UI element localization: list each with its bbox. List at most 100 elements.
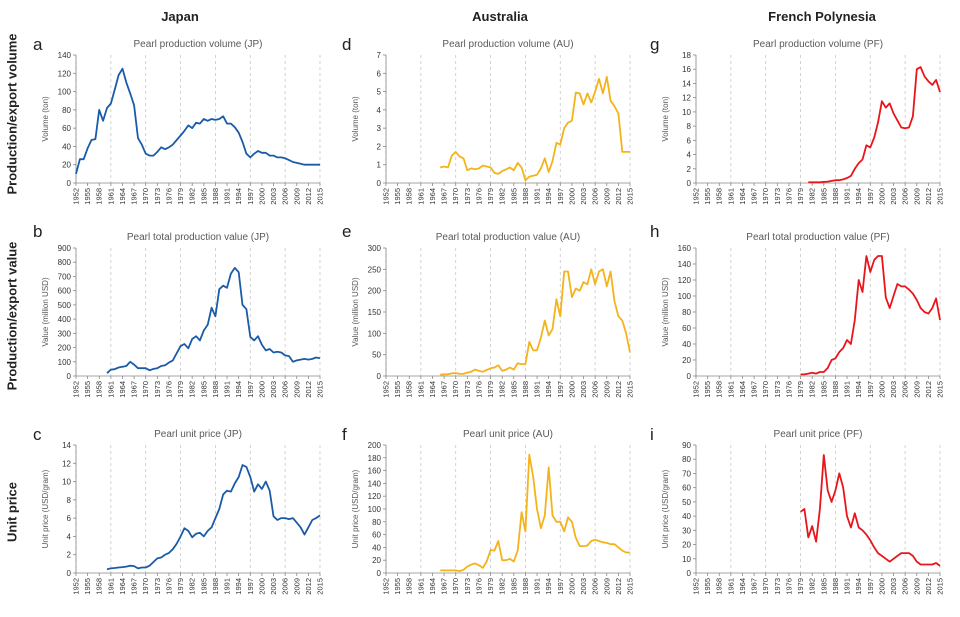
x-tick-label: 1985 <box>199 578 208 595</box>
x-tick-label: 2006 <box>591 188 600 205</box>
x-tick-label: 2012 <box>614 578 623 595</box>
y-tick-label: 18 <box>682 51 691 60</box>
x-tick-label: 2015 <box>316 578 325 595</box>
x-tick-label: 1997 <box>246 578 255 595</box>
panel-letter-d: d <box>342 35 352 54</box>
y-tick-label: 3 <box>377 124 382 133</box>
panel-letter-e: e <box>342 222 352 241</box>
x-tick-label: 1979 <box>486 578 495 595</box>
x-tick-label: 1961 <box>726 188 735 205</box>
y-tick-label: 700 <box>58 272 72 281</box>
x-tick-label: 1976 <box>474 381 483 398</box>
x-tick-label: 1991 <box>843 188 852 205</box>
y-tick-label: 100 <box>368 505 382 514</box>
y-tick-label: 20 <box>682 541 691 550</box>
x-tick-label: 1985 <box>819 578 828 595</box>
x-tick-label: 1979 <box>486 381 495 398</box>
y-axis-label: Value (million USD) <box>41 277 50 347</box>
y-tick-label: 100 <box>58 358 72 367</box>
x-tick-label: 1976 <box>164 381 173 398</box>
x-tick-label: 1982 <box>188 188 197 205</box>
series-line <box>75 67 320 175</box>
x-tick-label: 1955 <box>703 188 712 205</box>
x-tick-label: 1994 <box>544 381 553 398</box>
x-tick-label: 1994 <box>854 381 863 398</box>
x-tick-label: 2012 <box>924 381 933 398</box>
x-tick-label: 1997 <box>866 381 875 398</box>
chart-title: Pearl total production value (JP) <box>127 232 269 243</box>
chart-volume-japan: Pearl production volume (JP) Volume (ton)… <box>41 39 325 205</box>
x-tick-label: 1952 <box>72 381 81 398</box>
x-tick-label: 1985 <box>199 188 208 205</box>
x-tick-label: 2015 <box>936 188 945 205</box>
x-tick-label: 1985 <box>509 381 518 398</box>
column-header-japan: Japan <box>161 9 199 24</box>
x-tick-label: 1997 <box>556 578 565 595</box>
y-tick-label: 2 <box>67 551 72 560</box>
x-tick-label: 2003 <box>579 578 588 595</box>
y-tick-label: 50 <box>372 351 381 360</box>
x-tick-label: 1955 <box>393 188 402 205</box>
x-tick-label: 2012 <box>924 578 933 595</box>
x-tick-label: 1970 <box>141 578 150 595</box>
x-tick-label: 1952 <box>382 188 391 205</box>
x-tick-label: 1952 <box>382 578 391 595</box>
x-tick-label: 1973 <box>773 381 782 398</box>
chart-title: Pearl unit price (AU) <box>463 429 553 440</box>
y-tick-label: 12 <box>62 459 71 468</box>
y-tick-label: 70 <box>682 469 691 478</box>
y-axis-label: Value (million USD) <box>661 277 670 347</box>
y-tick-label: 16 <box>682 65 691 74</box>
x-tick-label: 1967 <box>440 188 449 205</box>
y-axis-label: Value (million USD) <box>351 277 360 347</box>
y-tick-label: 1 <box>377 161 382 170</box>
x-tick-label: 1997 <box>866 188 875 205</box>
x-tick-label: 1967 <box>440 578 449 595</box>
x-tick-label: 1976 <box>164 578 173 595</box>
x-tick-label: 1970 <box>761 578 770 595</box>
x-tick-label: 2003 <box>269 381 278 398</box>
y-tick-label: 4 <box>67 532 72 541</box>
x-tick-label: 1952 <box>692 381 701 398</box>
chart-price-australia: Pearl unit price (AU) Unit price (USD/gra… <box>351 429 635 595</box>
x-tick-label: 2000 <box>877 188 886 205</box>
y-tick-label: 100 <box>58 88 72 97</box>
x-tick-label: 2009 <box>602 381 611 398</box>
y-tick-label: 300 <box>368 244 382 253</box>
y-tick-label: 20 <box>682 356 691 365</box>
y-tick-label: 0 <box>687 569 692 578</box>
y-tick-label: 400 <box>58 315 72 324</box>
chart-price-japan: Pearl unit price (JP) Unit price (USD/gra… <box>41 429 325 595</box>
x-tick-label: 1964 <box>428 578 437 595</box>
x-tick-label: 1961 <box>726 578 735 595</box>
y-tick-label: 60 <box>682 484 691 493</box>
x-tick-label: 1952 <box>692 188 701 205</box>
y-tick-label: 40 <box>682 340 691 349</box>
x-tick-label: 2012 <box>614 381 623 398</box>
column-header-australia: Australia <box>472 9 528 24</box>
y-tick-label: 120 <box>678 276 692 285</box>
x-tick-label: 1964 <box>738 188 747 205</box>
x-tick-label: 1991 <box>843 578 852 595</box>
x-tick-label: 1973 <box>153 188 162 205</box>
x-tick-label: 1970 <box>141 381 150 398</box>
y-tick-label: 5 <box>377 88 382 97</box>
y-tick-label: 80 <box>682 455 691 464</box>
x-tick-label: 2000 <box>257 381 266 398</box>
x-tick-label: 1991 <box>533 188 542 205</box>
column-header-french-polynesia: French Polynesia <box>768 9 876 24</box>
x-tick-label: 1970 <box>451 188 460 205</box>
x-tick-label: 1982 <box>808 188 817 205</box>
x-tick-label: 1994 <box>234 578 243 595</box>
x-tick-label: 1973 <box>773 188 782 205</box>
x-tick-label: 2000 <box>567 188 576 205</box>
y-tick-label: 180 <box>368 454 382 463</box>
x-tick-label: 1958 <box>95 188 104 205</box>
row-label-unit-price: Unit price <box>4 482 20 542</box>
x-tick-label: 1958 <box>95 578 104 595</box>
y-tick-label: 60 <box>682 324 691 333</box>
x-tick-label: 2009 <box>292 578 301 595</box>
x-tick-label: 1970 <box>761 381 770 398</box>
y-tick-label: 160 <box>678 244 692 253</box>
x-tick-label: 2006 <box>901 188 910 205</box>
